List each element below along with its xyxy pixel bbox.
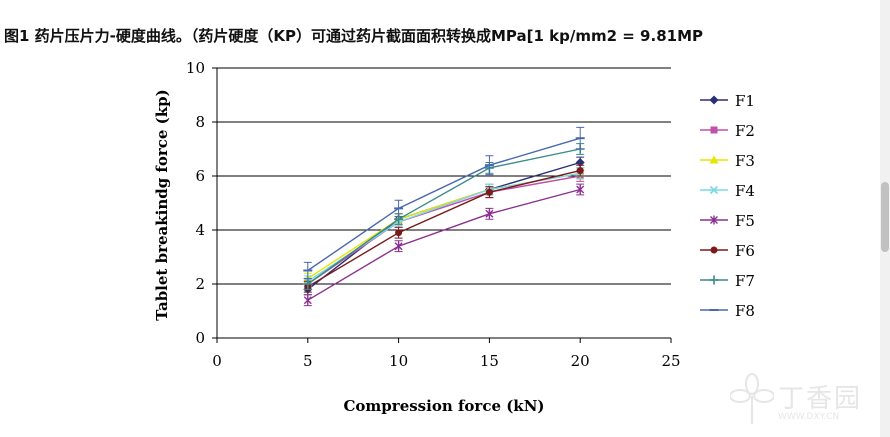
series-f1 bbox=[303, 156, 585, 296]
y-tick-label: 8 bbox=[195, 113, 205, 131]
axes bbox=[212, 67, 672, 343]
series-line bbox=[307, 161, 581, 290]
x-tick-label: 5 bbox=[303, 352, 313, 370]
gridlines bbox=[217, 67, 671, 339]
x-tick-label: 20 bbox=[571, 352, 590, 370]
x-tick-label: 0 bbox=[212, 352, 222, 370]
watermark-url: WWW.DXY.CN bbox=[778, 412, 840, 422]
series-f3 bbox=[303, 167, 585, 285]
series-line bbox=[307, 169, 581, 288]
data-point bbox=[394, 241, 403, 251]
series-f7 bbox=[303, 143, 585, 290]
legend-label: F6 bbox=[735, 242, 755, 260]
y-tick-label: 4 bbox=[195, 221, 205, 239]
series-f5 bbox=[303, 183, 585, 307]
data-point bbox=[303, 279, 313, 289]
legend-marker bbox=[710, 126, 718, 134]
legend-item-f1: F1 bbox=[700, 92, 755, 110]
watermark: 丁香园 WWW.DXY.CN bbox=[729, 372, 870, 428]
y-tick-label: 6 bbox=[195, 167, 205, 185]
series-line bbox=[307, 175, 581, 285]
x-tick-label: 10 bbox=[389, 352, 408, 370]
legend-item-f8: F8 bbox=[700, 302, 755, 320]
legend-label: F3 bbox=[735, 152, 755, 170]
scrollbar-thumb[interactable] bbox=[881, 182, 889, 252]
legend-label: F7 bbox=[735, 272, 755, 290]
y-tick-label: 0 bbox=[195, 329, 205, 347]
legend-item-f2: F2 bbox=[700, 122, 755, 140]
legend-label: F2 bbox=[735, 122, 755, 140]
flower-logo-icon bbox=[729, 373, 775, 424]
series-f6 bbox=[303, 164, 585, 293]
legend-marker bbox=[709, 155, 719, 164]
watermark-text: 丁香园 bbox=[778, 384, 863, 414]
series-layer bbox=[303, 126, 585, 307]
legend-label: F1 bbox=[735, 92, 755, 110]
series-line bbox=[307, 148, 581, 285]
legend-marker bbox=[709, 275, 719, 285]
legend-label: F4 bbox=[735, 182, 755, 200]
data-point bbox=[395, 229, 403, 237]
x-tick-label: 25 bbox=[661, 352, 680, 370]
legend-item-f5: F5 bbox=[700, 212, 755, 230]
legend-item-f3: F3 bbox=[700, 152, 755, 170]
data-point bbox=[576, 167, 584, 175]
series-f8 bbox=[303, 126, 585, 280]
legend: F1 F2 F3 F4 F5 F6 F7 F8 bbox=[700, 92, 755, 320]
series-line bbox=[307, 172, 581, 282]
vertical-scrollbar[interactable] bbox=[880, 0, 890, 437]
legend-item-f7: F7 bbox=[700, 272, 755, 290]
legend-item-f4: F4 bbox=[700, 182, 755, 200]
series-line bbox=[307, 188, 581, 301]
series-f4 bbox=[303, 167, 585, 288]
tick-labels: 0 5 10 15 20 25 0 2 4 6 8 10 bbox=[186, 59, 681, 370]
legend-label: F8 bbox=[735, 302, 755, 320]
x-tick-label: 15 bbox=[480, 352, 499, 370]
legend-label: F5 bbox=[735, 212, 755, 230]
data-point bbox=[303, 295, 312, 305]
y-tick-label: 10 bbox=[186, 59, 205, 77]
legend-marker bbox=[709, 185, 719, 195]
figure-caption: 图1 药片压片力-硬度曲线。（药片硬度（KP）可通过药片截面面积转换成MPa[1… bbox=[4, 27, 703, 45]
legend-marker bbox=[710, 246, 718, 254]
data-point bbox=[576, 185, 585, 194]
x-axis-title: Compression force (kN) bbox=[343, 397, 544, 415]
y-tick-label: 2 bbox=[195, 275, 205, 293]
data-point bbox=[485, 209, 494, 219]
data-point bbox=[485, 188, 493, 196]
legend-marker bbox=[709, 95, 719, 105]
series-line bbox=[307, 137, 581, 272]
y-axis-title: Tablet breakindg force (kp) bbox=[153, 89, 171, 321]
legend-item-f6: F6 bbox=[700, 242, 755, 260]
legend-marker bbox=[710, 215, 718, 225]
